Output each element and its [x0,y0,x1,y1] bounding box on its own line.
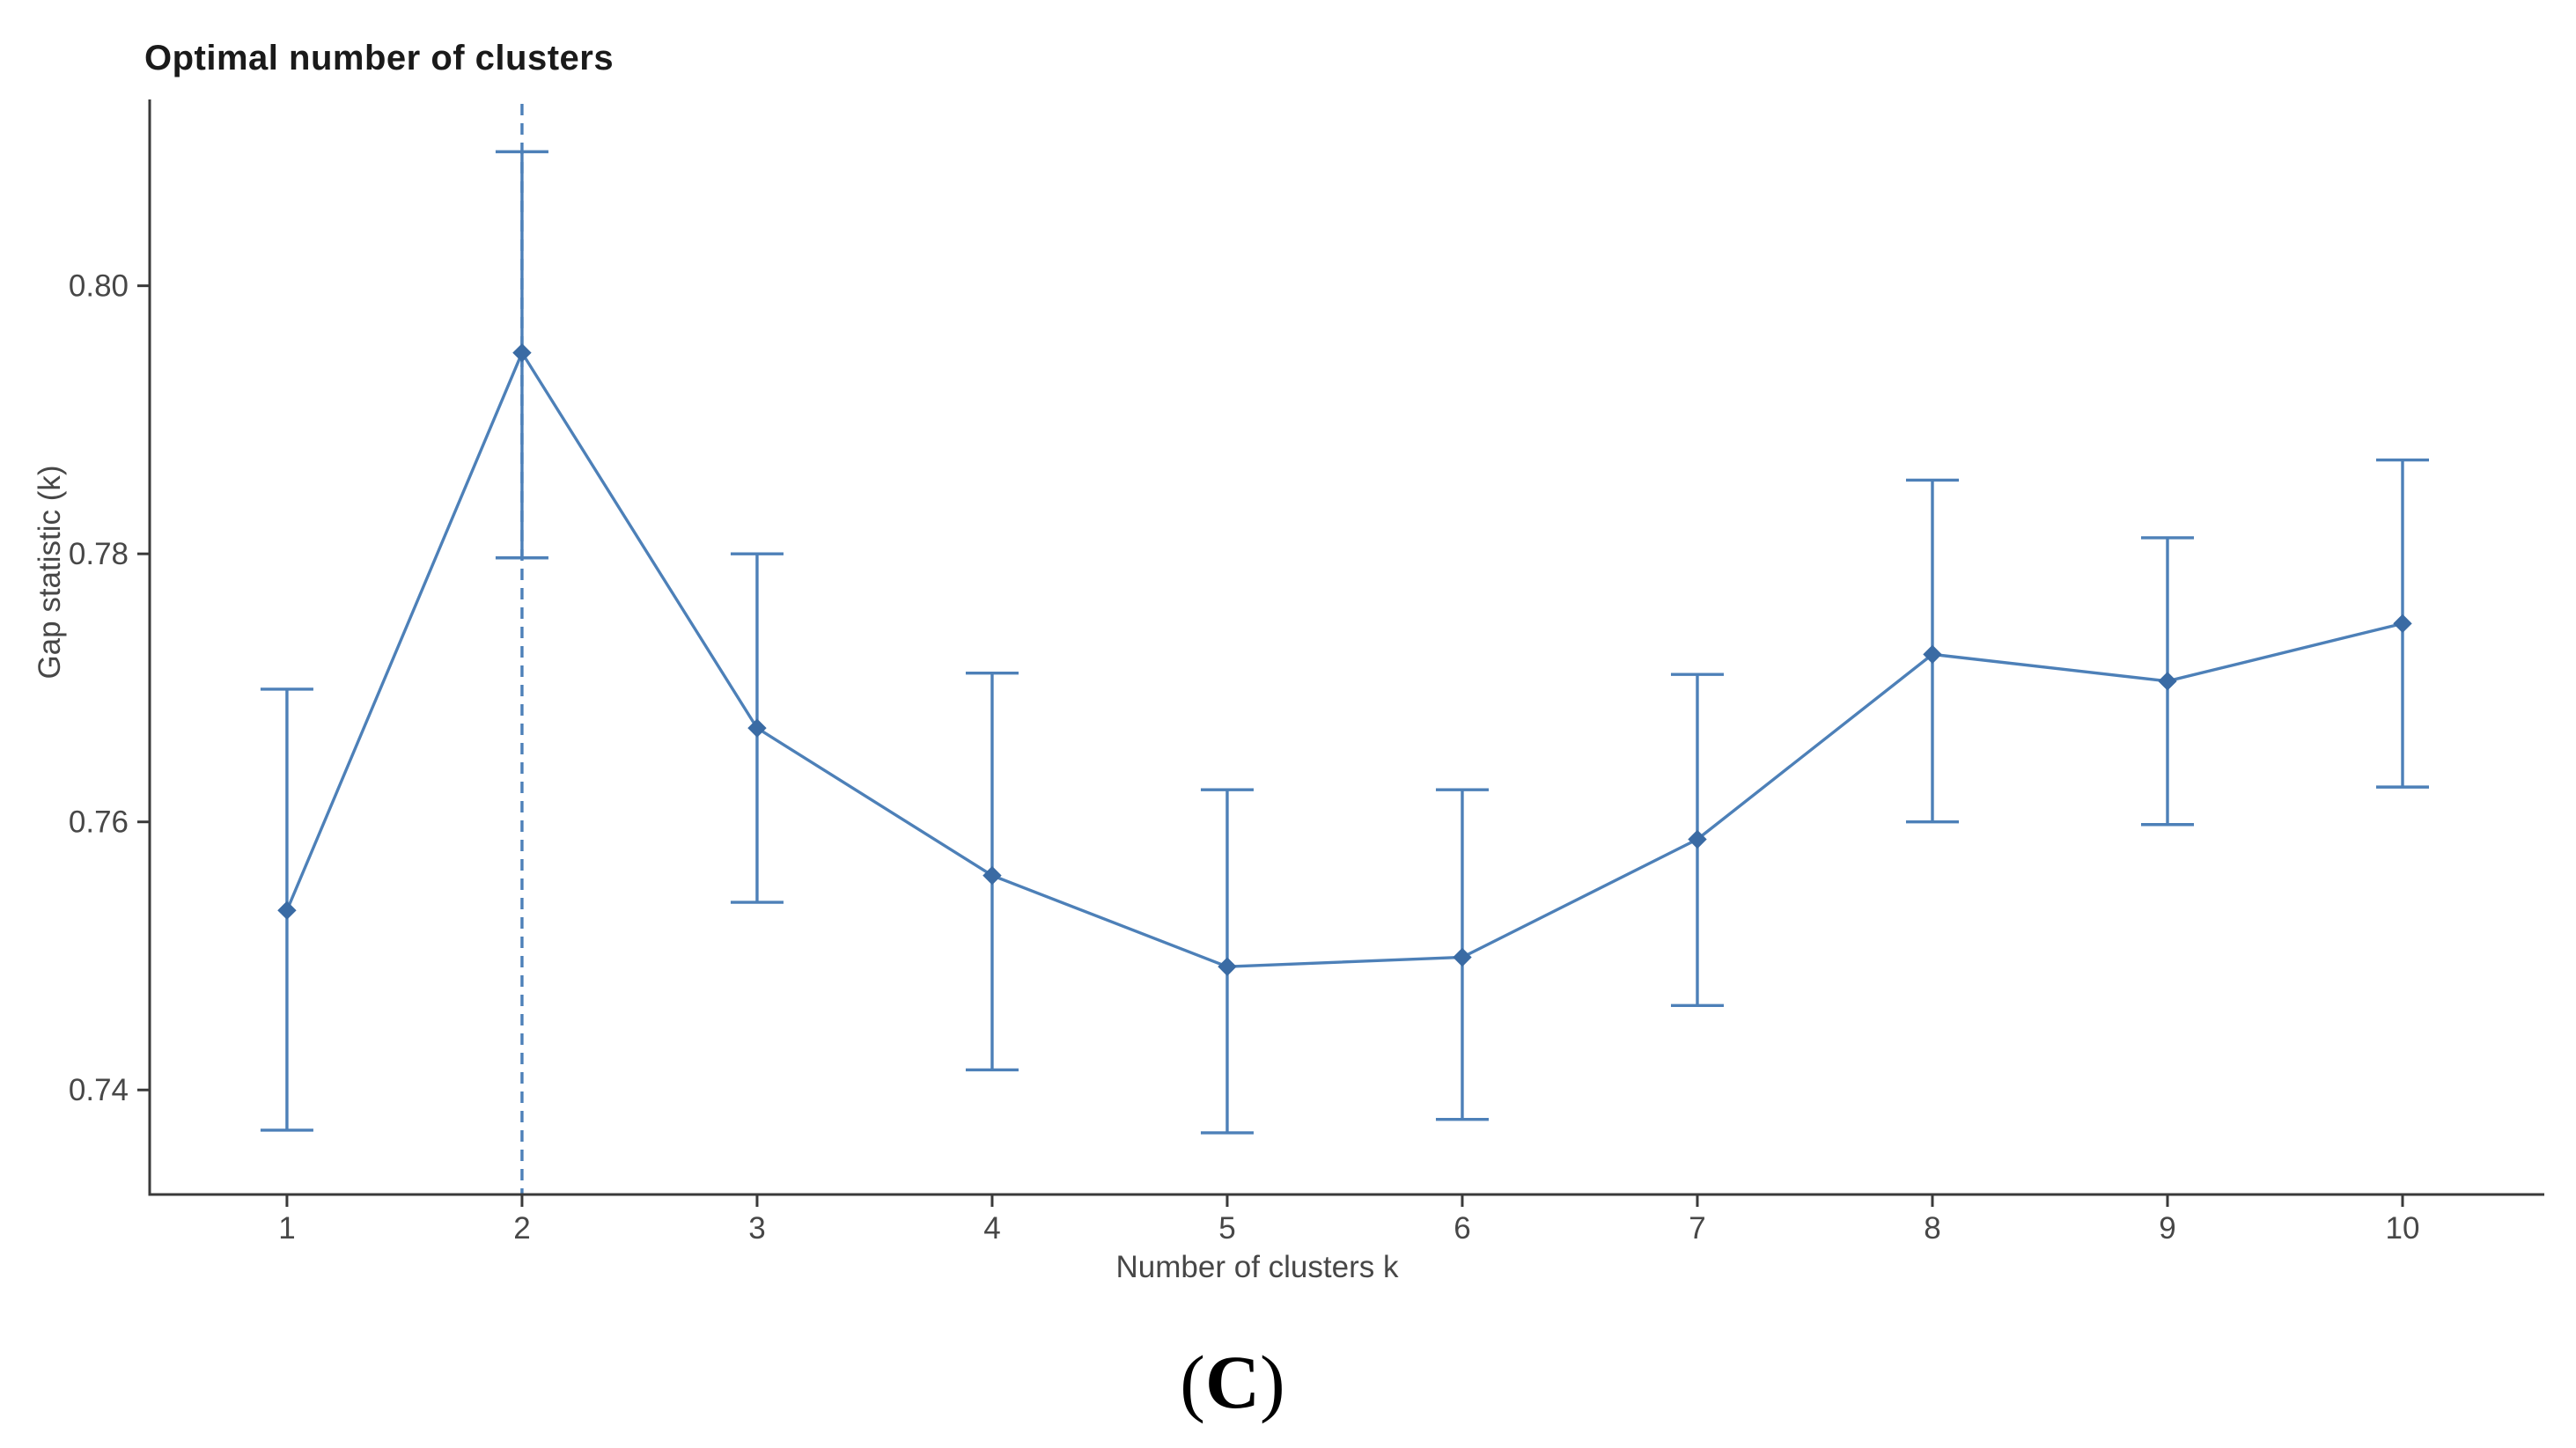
x-tick-label: 5 [1218,1211,1235,1246]
caption-paren-close: ) [1260,1340,1285,1424]
y-axis-title: Gap statistic (k) [33,465,67,680]
data-point [2393,614,2412,634]
series-line [285,351,2403,968]
x-tick-label: 2 [513,1211,530,1246]
data-point [1218,957,1237,976]
data-point [747,718,767,738]
data-point [983,865,1002,886]
data-point [1453,947,1472,967]
y-tick-label: 0.76 [69,805,129,840]
y-tick-label: 0.80 [69,269,129,304]
caption-letter: C [1204,1340,1261,1424]
x-tick-label: 9 [2159,1211,2175,1246]
x-tick-label: 10 [2386,1211,2420,1246]
figure-caption: (C) [1180,1338,1284,1426]
caption-paren-open: ( [1180,1340,1205,1424]
x-axis-title: Number of clusters k [1115,1250,1399,1284]
x-tick-label: 6 [1454,1211,1470,1246]
x-tick-label: 8 [1924,1211,1940,1246]
data-point [1688,829,1707,849]
chart-title: Optimal number of clusters [144,39,615,77]
x-tick-label: 3 [748,1211,765,1246]
data-point [277,900,297,920]
x-tick-label: 7 [1689,1211,1705,1246]
data-point [512,343,532,363]
x-tick-label: 4 [983,1211,1000,1246]
y-tick-label: 0.74 [69,1073,129,1107]
y-tick-label: 0.78 [69,537,129,571]
data-point [1923,644,1942,665]
data-point [2158,672,2177,691]
x-tick-label: 1 [278,1211,295,1246]
